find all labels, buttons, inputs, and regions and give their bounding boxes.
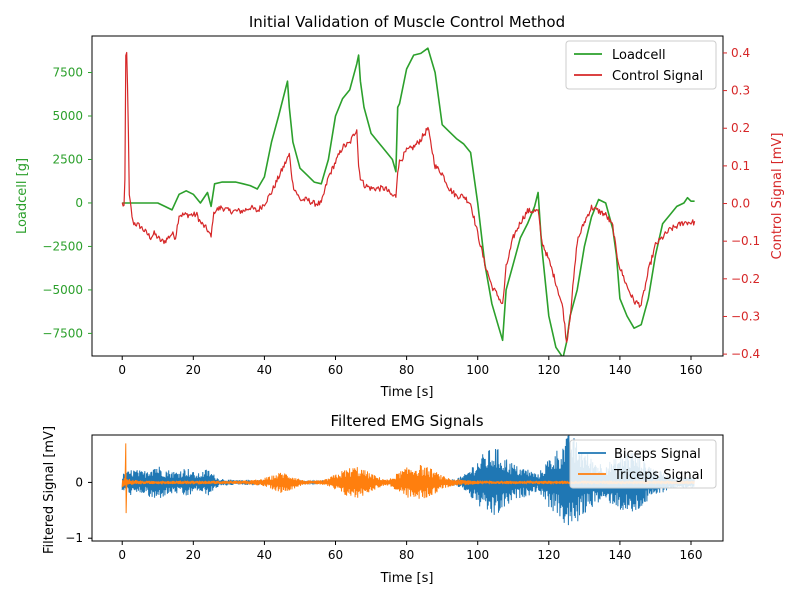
top-y2-tick-label: −0.1 [731,234,760,248]
bottom-x-axis: 0 20 40 60 80 100 120 140 160 [118,541,702,562]
top-y2-tick-label: −0.4 [731,347,760,361]
top-y-tick-label: 5000 [52,109,83,123]
bottom-x-tick-label: 140 [608,548,631,562]
loadcell-line [122,47,695,356]
bottom-x-tick-label: 60 [328,548,343,562]
top-y-tick-label: 7500 [52,66,83,80]
top-x-tick-label: 120 [537,363,560,377]
top-legend: Loadcell Control Signal [565,40,717,90]
top-y-tick-label: 2500 [52,152,83,166]
bottom-legend-frame [569,439,717,489]
top-y2-tick-label: 0.0 [731,197,750,211]
bottom-y-axis-label: Filtered Signal [mV] [42,426,57,554]
top-axes-frame [91,35,724,357]
legend-biceps-label: Biceps Signal [614,447,701,462]
top-x-tick-label: 0 [118,363,126,377]
bottom-y-tick-label: −1 [65,531,83,545]
bottom-x-tick-label: 100 [466,548,489,562]
top-x-axis-label: Time [s] [380,385,434,400]
bottom-legend: Biceps Signal Triceps Signal [569,439,717,489]
top-y2-tick-label: 0.4 [731,46,750,60]
bottom-chart-title: Filtered EMG Signals [330,412,483,430]
bottom-x-tick-label: 20 [186,548,201,562]
top-y2-tick-label: 0.3 [731,84,750,98]
top-right-y-axis-label: Control Signal [mV] [770,133,785,260]
legend-control-label: Control Signal [612,69,703,84]
top-x-tick-label: 80 [399,363,414,377]
bottom-x-tick-label: 40 [257,548,272,562]
top-right-y-axis: −0.4 −0.3 −0.2 −0.1 0.0 0.1 0.2 0.3 0.4 [723,46,760,361]
bottom-chart: Filtered EMG Signals 0 20 40 60 80 100 120 140 1… [42,412,724,586]
bottom-x-tick-label: 120 [537,548,560,562]
bottom-x-tick-label: 0 [118,548,126,562]
control-signal-line [121,51,696,343]
bottom-axes-frame [91,434,724,542]
legend-triceps-label: Triceps Signal [613,468,703,483]
top-x-tick-label: 100 [466,363,489,377]
top-plot-area [121,47,696,356]
top-y2-tick-label: 0.1 [731,159,750,173]
top-left-y-axis: −7500 −5000 −2500 0 2500 5000 7500 [42,66,92,340]
top-y-tick-label: −5000 [42,283,83,297]
bottom-x-axis-label: Time [s] [380,571,434,586]
bottom-y-tick-label: 0 [75,475,83,489]
top-left-y-axis-label: Loadcell [g] [15,158,30,234]
bottom-x-tick-label: 80 [399,548,414,562]
top-x-tick-label: 60 [328,363,343,377]
top-y2-tick-label: 0.2 [731,121,750,135]
top-chart-title: Initial Validation of Muscle Control Met… [249,13,565,31]
bottom-y-axis: −1 0 [65,475,92,545]
top-y-tick-label: −2500 [42,239,83,253]
top-y2-tick-label: −0.3 [731,309,760,323]
top-x-axis: 0 20 40 60 80 100 120 140 160 [118,356,702,377]
top-x-tick-label: 140 [608,363,631,377]
legend-loadcell-label: Loadcell [612,48,666,63]
top-x-tick-label: 160 [680,363,703,377]
top-x-tick-label: 40 [257,363,272,377]
top-y2-tick-label: −0.2 [731,272,760,286]
top-y-tick-label: 0 [75,196,83,210]
top-x-tick-label: 20 [186,363,201,377]
top-chart: Initial Validation of Muscle Control Met… [15,13,785,400]
top-legend-frame [565,40,717,90]
bottom-x-tick-label: 160 [680,548,703,562]
top-y-tick-label: −7500 [42,326,83,340]
